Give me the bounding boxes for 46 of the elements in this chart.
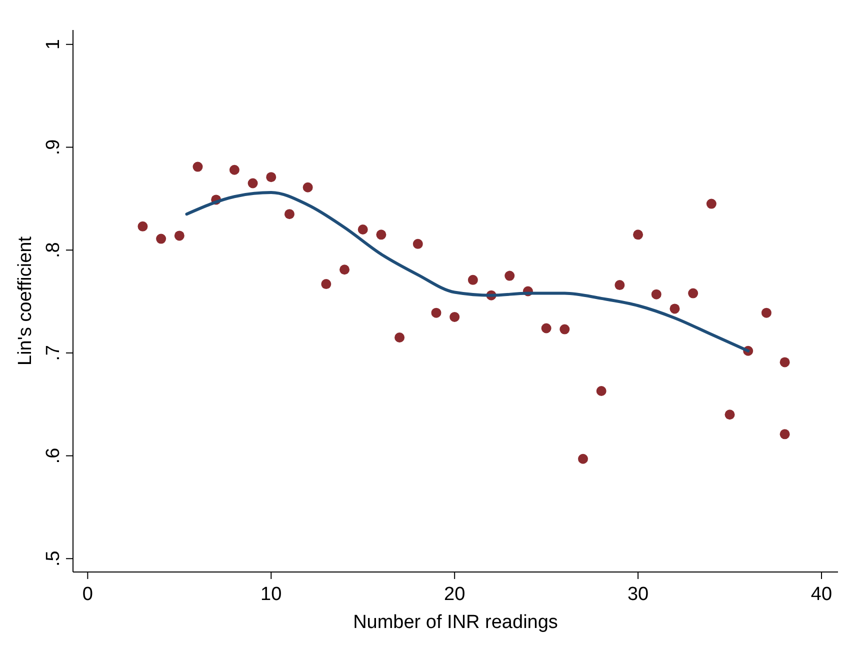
point bbox=[156, 234, 166, 244]
point bbox=[560, 324, 570, 334]
y-tick-label: .7 bbox=[43, 345, 64, 361]
y-axis-title: Lin's coefficient bbox=[15, 236, 36, 366]
point bbox=[633, 230, 644, 240]
x-tick-label: 10 bbox=[260, 584, 282, 605]
y-tick-label: 1 bbox=[43, 39, 64, 50]
x-tick-label: 0 bbox=[82, 584, 93, 605]
y-tick-label: .9 bbox=[43, 139, 64, 156]
point bbox=[614, 280, 625, 290]
y-tick-label: .8 bbox=[43, 242, 64, 258]
point bbox=[394, 332, 405, 343]
point bbox=[340, 264, 350, 275]
point bbox=[706, 198, 716, 209]
point bbox=[596, 386, 606, 396]
point bbox=[229, 164, 240, 175]
point bbox=[651, 289, 662, 300]
point bbox=[724, 410, 735, 420]
point bbox=[248, 178, 258, 188]
point bbox=[761, 308, 772, 318]
point bbox=[138, 221, 148, 232]
point bbox=[578, 454, 588, 464]
point bbox=[468, 274, 478, 285]
y-tick-label: .6 bbox=[43, 448, 64, 464]
y-tick-label: .5 bbox=[43, 550, 64, 567]
point bbox=[450, 312, 460, 322]
x-tick-label: 20 bbox=[444, 584, 466, 605]
x-tick-label: 40 bbox=[810, 584, 832, 605]
point bbox=[780, 429, 790, 440]
point bbox=[688, 288, 698, 298]
point bbox=[266, 172, 276, 182]
point bbox=[174, 230, 184, 241]
point bbox=[192, 162, 203, 172]
point bbox=[284, 209, 294, 220]
point bbox=[780, 357, 790, 368]
point bbox=[376, 230, 386, 240]
point bbox=[504, 270, 515, 281]
point bbox=[670, 304, 680, 314]
point bbox=[541, 323, 552, 334]
x-tick-label: 30 bbox=[627, 584, 649, 605]
x-axis-title: Number of INR readings bbox=[353, 612, 558, 633]
point bbox=[431, 308, 442, 318]
point bbox=[302, 182, 313, 192]
point bbox=[412, 238, 423, 249]
point bbox=[358, 224, 368, 235]
point bbox=[321, 279, 332, 290]
